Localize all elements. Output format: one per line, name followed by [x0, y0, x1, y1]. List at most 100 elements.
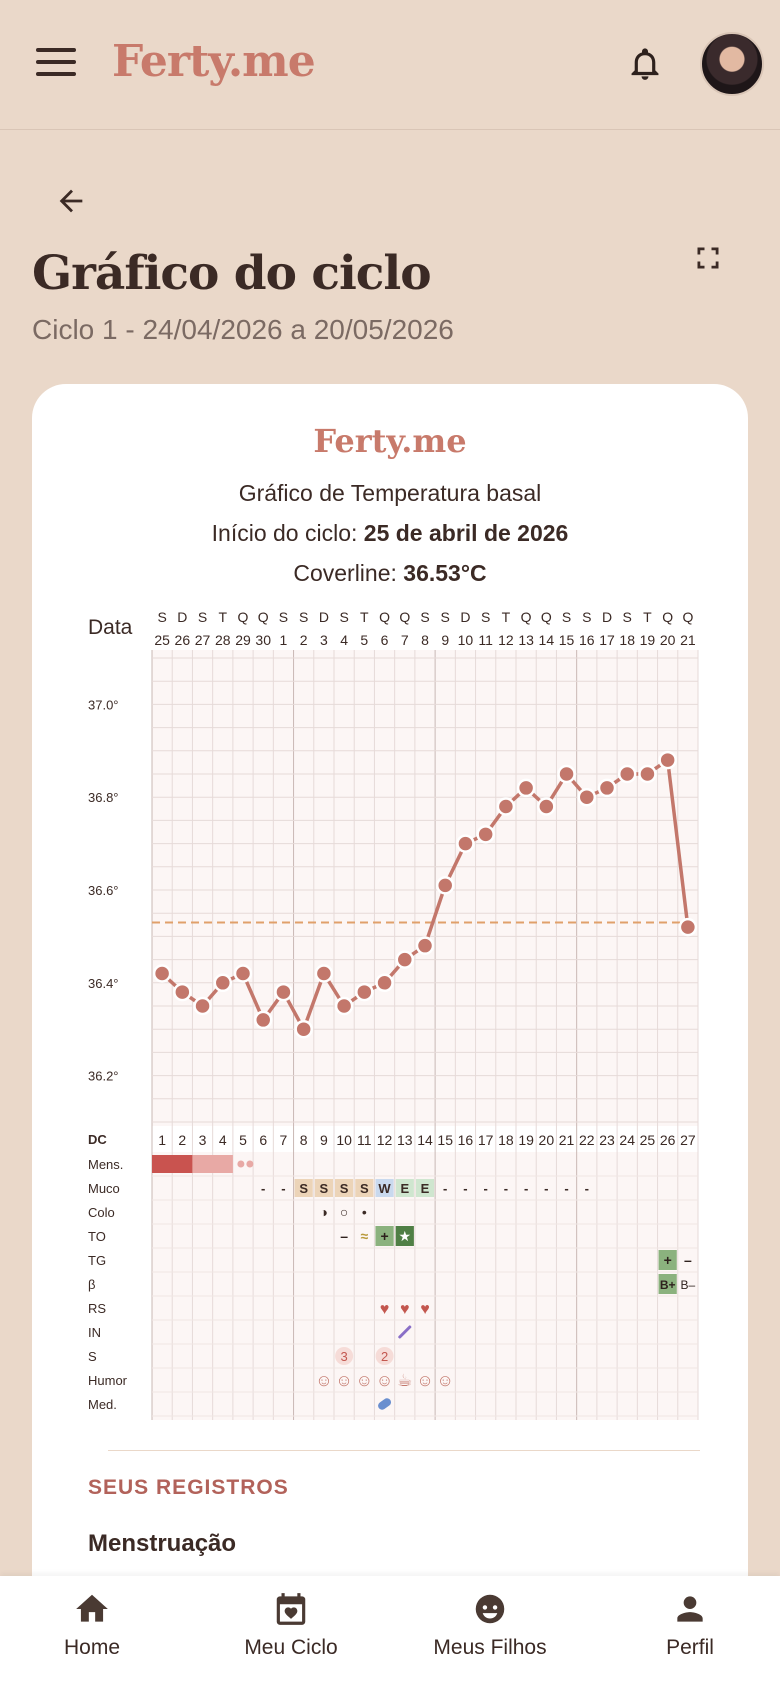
bell-icon[interactable]	[626, 44, 664, 84]
row-label: Med.	[88, 1397, 117, 1412]
medication-pill-icon	[378, 1398, 392, 1410]
beta-positive-cell	[658, 1274, 677, 1294]
mood-icon: ☺	[315, 1371, 332, 1390]
date-label: 4	[340, 632, 348, 648]
cycle-day-number: 23	[599, 1132, 615, 1148]
pregnancy-test-positive-cell	[658, 1250, 677, 1270]
cervix-value: ◑	[320, 1204, 328, 1220]
cycle-start-label: Início do ciclo:	[211, 520, 358, 546]
row-label: RS	[88, 1301, 106, 1316]
y-tick-label: 36.8°	[88, 790, 119, 805]
temperature-point	[173, 982, 192, 1002]
back-arrow-icon[interactable]	[54, 184, 88, 218]
coverline-line: Coverline: 36.53°C	[32, 560, 748, 587]
weekday-label: Q	[521, 609, 532, 625]
row-label: Colo	[88, 1205, 115, 1220]
cycle-day-number: 10	[336, 1132, 352, 1148]
y-tick-label: 36.6°	[88, 883, 119, 898]
mucus-value: S	[340, 1181, 349, 1196]
intercourse-heart: ♥	[420, 1301, 430, 1318]
nav-profile[interactable]: Perfil	[610, 1590, 770, 1680]
cycle-day-number: 19	[518, 1132, 534, 1148]
weekday-label: S	[339, 609, 348, 625]
row-label: IN	[88, 1325, 101, 1340]
temperature-point	[496, 797, 516, 816]
avatar[interactable]	[700, 32, 764, 96]
mucus-value: -	[443, 1181, 447, 1196]
cycle-day-number: 13	[397, 1132, 413, 1148]
row-label: Muco	[88, 1181, 120, 1196]
temperature-point	[537, 797, 556, 816]
temperature-point	[415, 936, 435, 955]
cycle-day-number: 24	[619, 1132, 635, 1148]
mood-icon: ☺	[376, 1371, 393, 1390]
mucus-value: -	[564, 1181, 568, 1196]
nav-my-cycle-label: Meu Ciclo	[244, 1636, 338, 1659]
cycle-day-number: 22	[579, 1132, 595, 1148]
mood-icon: ☺	[335, 1371, 352, 1390]
weekday-label: Q	[541, 609, 552, 625]
weekday-label: Q	[258, 609, 269, 625]
temperature-point	[253, 1010, 273, 1030]
bottom-navigation: Home Meu Ciclo Meus Filhos Perfil	[0, 1576, 780, 1688]
cycle-day-number: 18	[498, 1132, 514, 1148]
fullscreen-icon[interactable]	[694, 244, 722, 272]
cycle-day-number: 14	[417, 1132, 433, 1148]
cycle-day-number: 3	[199, 1132, 207, 1148]
date-label: 14	[539, 632, 555, 648]
mucus-value: S	[320, 1181, 329, 1196]
date-label: 12	[498, 632, 514, 648]
temperature-point	[557, 764, 576, 784]
weekday-label: S	[157, 609, 166, 625]
weekday-label: Q	[682, 609, 693, 625]
weekday-label: D	[460, 609, 470, 625]
date-label: 16	[579, 632, 595, 648]
cycle-start-value: 25 de abril de 2026	[363, 520, 569, 546]
insemination-icon	[398, 1325, 412, 1339]
chart-title: Gráfico de Temperatura basal	[238, 480, 542, 506]
hamburger-icon[interactable]	[36, 48, 76, 80]
records-section-title: SEUS REGISTROS	[88, 1476, 289, 1499]
intercourse-heart: ♥	[400, 1301, 410, 1318]
cycle-day-number: 7	[280, 1132, 288, 1148]
weekday-label: T	[643, 609, 652, 625]
cycle-day-number: 6	[259, 1132, 267, 1148]
page-title: Gráfico do ciclo	[32, 246, 432, 301]
nav-profile-label: Perfil	[666, 1636, 714, 1659]
weekday-label: S	[562, 609, 571, 625]
symptom-badge	[375, 1347, 394, 1365]
date-label: 15	[559, 632, 575, 648]
cervix-value: ○	[340, 1204, 348, 1220]
beta-value: B+	[660, 1278, 676, 1292]
mucus-value: E	[421, 1181, 430, 1196]
mucus-value: -	[463, 1181, 467, 1196]
date-label: 1	[280, 632, 288, 648]
temperature-point	[233, 964, 253, 983]
mucus-value: -	[483, 1181, 487, 1196]
ovulation-test-positive-cell	[375, 1226, 394, 1246]
nav-my-cycle[interactable]: Meu Ciclo	[211, 1590, 371, 1680]
nav-home[interactable]: Home	[12, 1590, 172, 1680]
nav-my-children[interactable]: Meus Filhos	[410, 1590, 570, 1680]
row-label: TO	[88, 1229, 106, 1244]
date-label: 27	[195, 632, 211, 648]
temperature-point	[152, 964, 172, 983]
symptom-badge	[335, 1347, 354, 1365]
weekday-label: T	[218, 609, 227, 625]
ovulation-test-value: ★	[398, 1228, 411, 1244]
date-label: 11	[478, 632, 493, 648]
mood-icon: ☺	[437, 1371, 454, 1390]
weekday-label: S	[299, 609, 308, 625]
pregnancy-test-value: +	[664, 1252, 672, 1268]
temperature-point	[597, 778, 617, 798]
weekday-label: Q	[662, 609, 673, 625]
nav-home-label: Home	[63, 1636, 121, 1659]
mucus-value: -	[524, 1181, 528, 1196]
mucus-cell	[294, 1179, 313, 1197]
weekday-label: S	[582, 609, 591, 625]
temperature-point	[658, 750, 677, 770]
cycle-day-number: 2	[178, 1132, 186, 1148]
temperature-point	[678, 917, 698, 937]
record-item-menstruation[interactable]: Menstruação	[88, 1530, 237, 1557]
temperature-point	[355, 982, 374, 1002]
